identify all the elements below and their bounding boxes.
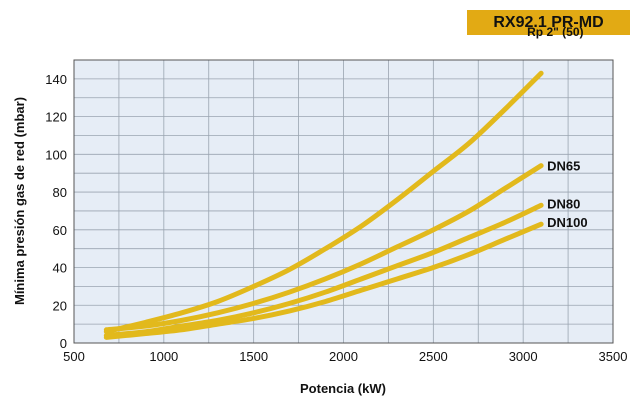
series-line-dn100 xyxy=(103,221,544,340)
x-tick-label: 1500 xyxy=(239,349,268,364)
series-label-dn65: DN65 xyxy=(547,159,580,174)
y-axis-title: Mínima presión gas de red (mbar) xyxy=(12,97,27,305)
series-labels: Rp 2" (50) DN65 DN80 DN100 xyxy=(527,25,587,230)
series-label-dn80: DN80 xyxy=(547,196,580,211)
y-tick-label: 0 xyxy=(60,336,67,351)
x-tick-label: 3000 xyxy=(509,349,538,364)
y-tick-label: 60 xyxy=(53,223,67,238)
x-axis-title: Potencia (kW) xyxy=(300,381,386,396)
series-line-dn65 xyxy=(103,163,544,333)
y-tick-label: 140 xyxy=(45,72,67,87)
y-tick-label: 20 xyxy=(53,298,67,313)
y-tick-label: 120 xyxy=(45,110,67,125)
plot-frame xyxy=(73,59,614,344)
y-tick-labels: 0 20 40 60 80 100 120 140 xyxy=(45,72,67,351)
model-badge: RX92.1 PR-MD xyxy=(467,10,630,35)
x-tick-label: 2000 xyxy=(329,349,358,364)
series-label-dn100: DN100 xyxy=(547,215,587,230)
x-tick-labels: 500 1000 1500 2000 2500 3000 3500 xyxy=(63,349,627,364)
y-tick-label: 100 xyxy=(45,147,67,162)
x-tick-label: 500 xyxy=(63,349,85,364)
series-label-rp2-50: Rp 2" (50) xyxy=(527,25,583,39)
series-line-dn80 xyxy=(103,202,544,338)
grid-lines xyxy=(73,60,614,343)
x-tick-label: 1000 xyxy=(149,349,178,364)
x-tick-label: 2500 xyxy=(419,349,448,364)
y-tick-label: 40 xyxy=(53,261,67,276)
series-lines xyxy=(103,70,544,340)
y-tick-label: 80 xyxy=(53,185,67,200)
x-tick-label: 3500 xyxy=(599,349,628,364)
series-line-rp2-50 xyxy=(103,70,544,335)
